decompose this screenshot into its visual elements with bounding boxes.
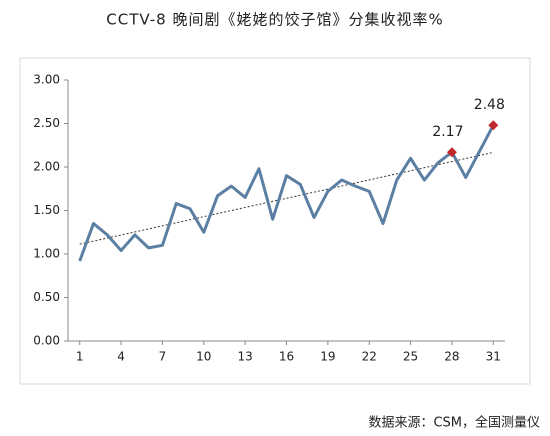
x-tick-label: 10 [196, 350, 211, 364]
y-tick-label: 1.50 [33, 203, 60, 217]
x-tick-label: 28 [444, 350, 459, 364]
y-tick-label: 0.50 [33, 290, 60, 304]
x-tick-label: 22 [362, 350, 377, 364]
data-label: 2.48 [474, 97, 505, 113]
x-tick-label: 13 [238, 350, 253, 364]
x-tick-label: 7 [159, 350, 167, 364]
x-tick-label: 1 [76, 350, 84, 364]
data-line [78, 124, 495, 262]
x-tick-label: 16 [279, 350, 294, 364]
y-tick-label: 3.00 [33, 73, 60, 87]
trendline [79, 151, 494, 245]
highlight-marker [488, 120, 499, 131]
x-tick-label: 31 [486, 350, 501, 364]
x-tick-label: 19 [320, 350, 335, 364]
highlight-marker [446, 147, 457, 158]
chart-frame [19, 57, 531, 385]
y-tick-label: 2.50 [33, 116, 60, 130]
x-tick-label: 25 [403, 350, 418, 364]
x-tick-label: 4 [117, 350, 125, 364]
data-label: 2.17 [432, 124, 463, 140]
y-tick-label: 1.00 [33, 247, 60, 261]
source-note: 数据来源：CSM，全国测量仪 [368, 415, 540, 431]
chart-title: CCTV-8 晚间剧《姥姥的饺子馆》分集收视率% [106, 11, 443, 29]
y-tick-label: 0.00 [33, 334, 60, 348]
y-tick-label: 2.00 [33, 160, 60, 174]
